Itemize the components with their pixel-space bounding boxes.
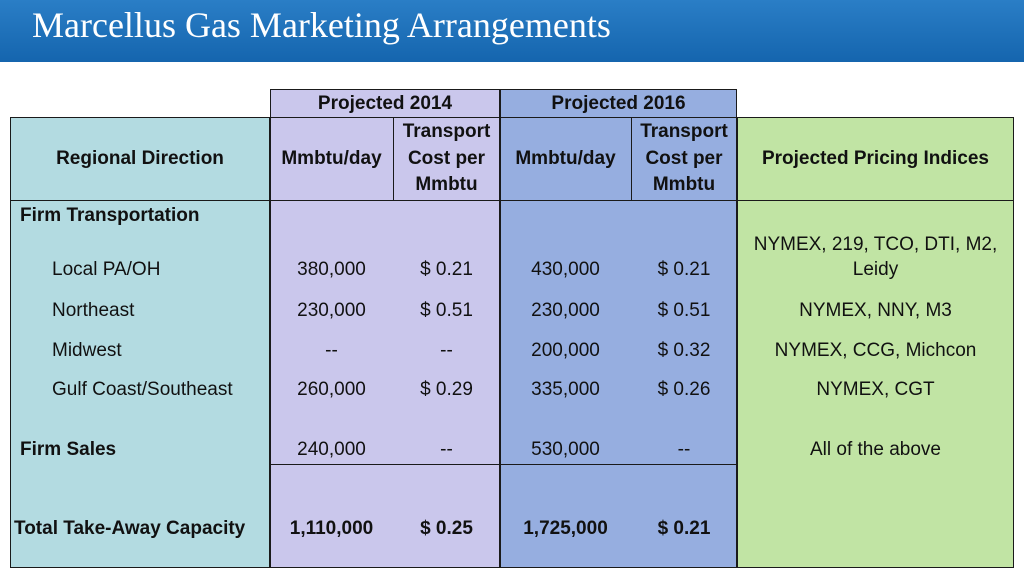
regional-direction-column	[10, 117, 270, 568]
row-vol-2016: 200,000	[531, 340, 600, 361]
transport-header-2016-line2: Cost per	[645, 148, 723, 169]
total-cost-2014: $ 0.25	[420, 518, 473, 539]
row-vol-2016: 230,000	[531, 300, 600, 321]
row-cost-2016: $ 0.26	[657, 379, 711, 400]
regional-direction-header: Regional Direction	[56, 148, 224, 169]
row-cost-2014: $ 0.29	[420, 379, 473, 400]
row-cost-2016: $ 0.21	[657, 259, 711, 280]
projected-2014-header: Projected 2014	[317, 93, 453, 114]
row-pricing: NYMEX, CGT	[816, 379, 935, 400]
row-vol-2014: 230,000	[297, 300, 366, 321]
row-label-gulf-coast-southeast: Gulf Coast/Southeast	[52, 379, 233, 400]
total-cost-2016: $ 0.21	[657, 518, 711, 539]
header-bottom-rule	[10, 200, 1014, 201]
row-cost-2016: $ 0.32	[657, 340, 711, 361]
row-pricing: NYMEX, NNY, M3	[799, 300, 952, 321]
transport-header-2016-line3: Mmbtu	[652, 174, 716, 195]
firm-sales-cost-2014: --	[440, 439, 453, 460]
row-vol-2014: --	[325, 340, 338, 361]
firm-sales-label: Firm Sales	[20, 439, 117, 460]
row-label-northeast: Northeast	[52, 300, 135, 321]
row-cost-2014: --	[440, 340, 453, 361]
header-top-rule	[10, 117, 1014, 118]
row-vol-2016: 335,000	[531, 379, 600, 400]
row-vol-2014: 380,000	[297, 259, 366, 280]
total-vol-2014: 1,110,000	[289, 518, 374, 539]
transport-header-2016-line1: Transport	[640, 121, 728, 142]
row-vol-2014: 260,000	[297, 379, 366, 400]
row-cost-2014: $ 0.51	[420, 300, 473, 321]
total-capacity-label: Total Take-Away Capacity	[14, 518, 246, 539]
firm-transportation-label: Firm Transportation	[20, 205, 200, 226]
transport-header-2014-line2: Cost per	[407, 148, 486, 169]
mmbtu-day-header-2014: Mmbtu/day	[281, 148, 382, 169]
mmbtu-day-header-2016: Mmbtu/day	[515, 148, 616, 169]
slide-title: Marcellus Gas Marketing Arrangements	[32, 5, 611, 45]
total-vol-2016: 1,725,000	[523, 518, 608, 539]
firm-sales-pricing: All of the above	[810, 439, 941, 460]
row-vol-2016: 430,000	[531, 259, 600, 280]
transport-header-2014-line3: Mmbtu	[415, 174, 478, 195]
row-cost-2016: $ 0.51	[657, 300, 711, 321]
pricing-indices-header: Projected Pricing Indices	[761, 148, 990, 169]
projected-2016-header: Projected 2016	[551, 93, 686, 114]
pricing-indices-column	[737, 117, 1014, 568]
projected-2016-column	[500, 89, 737, 568]
row-cost-2014: $ 0.21	[420, 259, 473, 280]
header-divider-2014	[393, 117, 394, 201]
totals-rule	[270, 464, 737, 465]
row-pricing: NYMEX, CCG, Michcon	[774, 340, 977, 361]
row-label-local-pa-oh: Local PA/OH	[52, 259, 161, 280]
transport-header-2014-line1: Transport	[402, 121, 491, 142]
firm-sales-vol-2016: 530,000	[531, 439, 600, 460]
header-divider-2016	[631, 117, 632, 201]
title-bar: Marcellus Gas Marketing Arrangements	[0, 0, 1024, 62]
row-pricing-line1: NYMEX, 219, TCO, DTI, M2,	[753, 234, 998, 255]
firm-sales-vol-2014: 240,000	[297, 439, 366, 460]
firm-sales-cost-2016: --	[677, 439, 691, 460]
row-label-midwest: Midwest	[52, 340, 122, 361]
projected-2014-column	[270, 89, 500, 568]
row-pricing-line2: Leidy	[852, 259, 899, 280]
